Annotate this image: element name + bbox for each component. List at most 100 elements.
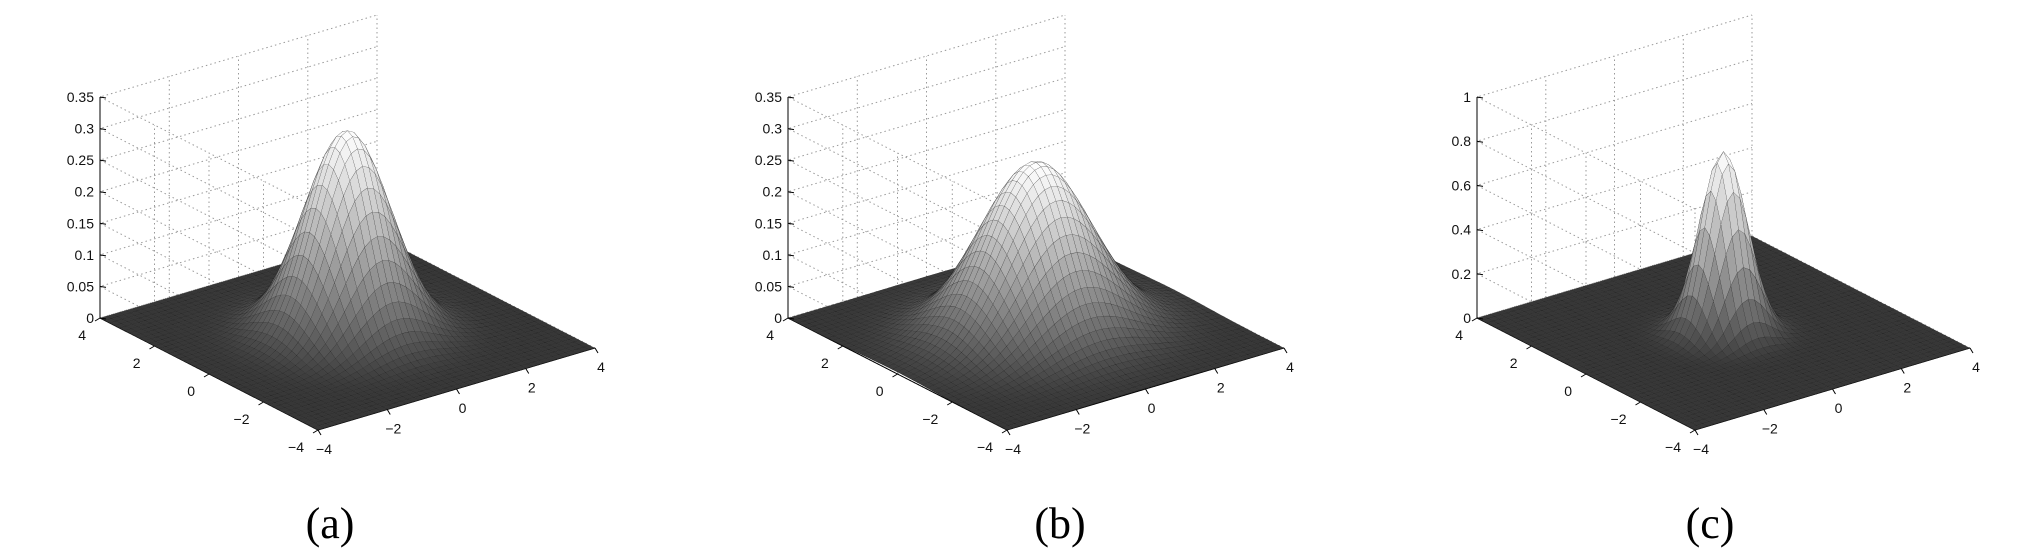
z-tick-label: 0.15 — [67, 215, 94, 231]
surface-patch — [461, 311, 473, 315]
surface-patch — [457, 320, 469, 325]
x-tick-label: 0 — [459, 400, 467, 416]
surface-patch — [245, 299, 257, 305]
surface-patch — [244, 301, 256, 308]
y-tick-mark — [149, 345, 155, 350]
surface-patch — [227, 306, 239, 311]
y-tick-mark — [94, 317, 101, 322]
y-tick-label: −2 — [234, 411, 250, 427]
surface-patch — [448, 299, 460, 303]
surface-patch — [464, 303, 476, 308]
surface-patch — [468, 310, 480, 314]
surface-patch — [428, 289, 440, 293]
z-tick-label: 0.05 — [67, 278, 94, 294]
surface-patch — [451, 305, 464, 309]
surface-patch — [450, 307, 462, 312]
surface-patch — [248, 297, 261, 306]
surface-patch — [437, 297, 449, 301]
surface-patch — [234, 304, 246, 308]
y-tick-mark — [312, 429, 319, 434]
surface-patch — [445, 304, 457, 309]
surface-patch — [423, 287, 435, 291]
surface-patch — [446, 312, 458, 321]
surface-patch — [459, 317, 471, 322]
z-tick-label: 0.35 — [67, 89, 94, 105]
surface-patch — [215, 312, 227, 317]
surface-patch — [446, 302, 459, 306]
surface-patch — [444, 305, 456, 311]
surface-patch — [454, 313, 466, 318]
y-tick-label: −4 — [288, 439, 304, 455]
x-tick-label: −2 — [385, 421, 401, 437]
surface-patch — [221, 309, 233, 314]
surface-patch — [439, 291, 451, 295]
surface-patch — [474, 308, 486, 313]
surface-patch — [229, 303, 241, 307]
y-tick-label: 4 — [78, 327, 86, 343]
surface-patch — [222, 305, 235, 310]
surface-patch — [444, 293, 456, 298]
z-tick-label: 0.1 — [75, 247, 95, 263]
z-tick-label: 0 — [86, 310, 94, 326]
surface-patch — [452, 315, 464, 322]
wall-gridline — [98, 46, 378, 242]
surface-patch — [226, 310, 238, 315]
wall-gridline — [98, 109, 378, 305]
z-tick-label: 0.25 — [67, 152, 94, 168]
surface-patch — [473, 312, 485, 317]
surface-patch — [437, 302, 450, 310]
surface-patch — [449, 309, 461, 315]
surface-patch — [475, 323, 487, 328]
wall-gridline — [98, 14, 378, 210]
surface-patch — [456, 308, 468, 312]
surface-patch — [441, 300, 454, 303]
y-tick-label: 2 — [133, 355, 141, 371]
y-tick-mark — [203, 373, 210, 378]
surface-patch — [458, 304, 470, 309]
x-tick-label: 4 — [597, 359, 605, 375]
surface-patch — [433, 292, 445, 296]
surface-patch — [466, 314, 478, 318]
wall-gridline — [98, 77, 378, 273]
surface-patch — [455, 311, 467, 315]
surface-patch — [237, 305, 249, 311]
surface-patch — [239, 303, 251, 308]
surface-patch — [459, 301, 471, 305]
surface-patch — [248, 296, 260, 299]
surface-patch — [464, 321, 476, 325]
x-tick-mark — [456, 388, 460, 395]
surface-patch — [255, 291, 267, 294]
surface-patch — [249, 293, 261, 297]
y-tick-mark — [258, 401, 264, 406]
x-tick-mark — [317, 429, 322, 436]
surface-patch — [469, 324, 481, 329]
surface-patch — [449, 296, 461, 300]
surface-patch — [435, 301, 447, 313]
surface-patch — [241, 298, 253, 302]
surface-patch — [454, 298, 466, 303]
surface-patch — [232, 307, 244, 311]
x-tick-label: −4 — [316, 441, 332, 457]
surface-patch — [453, 302, 465, 306]
surface-patch — [443, 297, 455, 301]
surface-patch — [235, 300, 247, 305]
surface-patch — [442, 306, 455, 314]
surface-patch — [436, 301, 448, 311]
surface-patch — [441, 307, 453, 316]
surface-patch — [476, 319, 488, 324]
x-tick-mark — [386, 409, 391, 415]
surface-patch — [439, 302, 451, 308]
surface-patch — [438, 294, 450, 298]
surface-patch — [240, 301, 252, 305]
surface-patch — [432, 295, 444, 298]
surface-patch — [427, 293, 439, 296]
surface-patch — [246, 297, 258, 302]
x-tick-mark — [594, 347, 599, 354]
surface-mesh — [787, 161, 1285, 431]
surface-patch — [430, 294, 442, 308]
surface-patch — [440, 301, 452, 306]
x-tick-mark — [525, 368, 530, 374]
surface-patch — [463, 307, 475, 312]
